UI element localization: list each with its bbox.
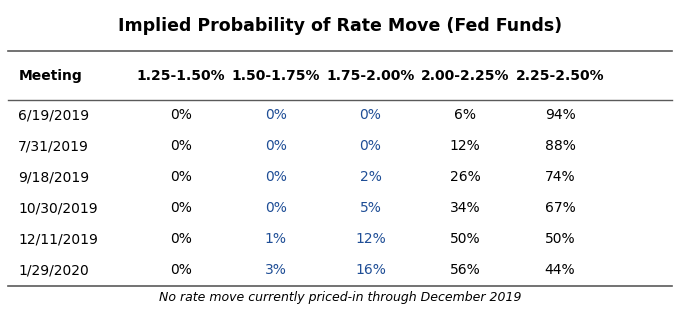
- Text: 50%: 50%: [545, 232, 575, 246]
- Text: 0%: 0%: [170, 263, 192, 277]
- Text: 1.25-1.50%: 1.25-1.50%: [137, 69, 225, 83]
- Text: 0%: 0%: [360, 108, 381, 122]
- Text: 0%: 0%: [265, 139, 286, 153]
- Text: 56%: 56%: [450, 263, 481, 277]
- Text: 12/11/2019: 12/11/2019: [18, 232, 98, 246]
- Text: Meeting: Meeting: [18, 69, 82, 83]
- Text: 50%: 50%: [450, 232, 481, 246]
- Text: 16%: 16%: [355, 263, 386, 277]
- Text: 7/31/2019: 7/31/2019: [18, 139, 89, 153]
- Text: 26%: 26%: [450, 170, 481, 184]
- Text: 34%: 34%: [450, 201, 481, 215]
- Text: 74%: 74%: [545, 170, 575, 184]
- Text: 6/19/2019: 6/19/2019: [18, 108, 90, 122]
- Text: 1%: 1%: [265, 232, 287, 246]
- Text: 1.50-1.75%: 1.50-1.75%: [231, 69, 320, 83]
- Text: 12%: 12%: [450, 139, 481, 153]
- Text: 5%: 5%: [360, 201, 381, 215]
- Text: 44%: 44%: [545, 263, 575, 277]
- Text: 0%: 0%: [170, 170, 192, 184]
- Text: 67%: 67%: [545, 201, 575, 215]
- Text: 1.75-2.00%: 1.75-2.00%: [326, 69, 415, 83]
- Text: No rate move currently priced-in through December 2019: No rate move currently priced-in through…: [158, 291, 522, 304]
- Text: 0%: 0%: [265, 108, 286, 122]
- Text: 0%: 0%: [265, 170, 286, 184]
- Text: 3%: 3%: [265, 263, 286, 277]
- Text: 0%: 0%: [170, 108, 192, 122]
- Text: 1/29/2020: 1/29/2020: [18, 263, 89, 277]
- Text: 0%: 0%: [170, 139, 192, 153]
- Text: 0%: 0%: [265, 201, 286, 215]
- Text: 9/18/2019: 9/18/2019: [18, 170, 90, 184]
- Text: 10/30/2019: 10/30/2019: [18, 201, 98, 215]
- Text: 0%: 0%: [170, 232, 192, 246]
- Text: 12%: 12%: [355, 232, 386, 246]
- Text: 6%: 6%: [454, 108, 476, 122]
- Text: 0%: 0%: [170, 201, 192, 215]
- Text: 0%: 0%: [360, 139, 381, 153]
- Text: 94%: 94%: [545, 108, 575, 122]
- Text: Implied Probability of Rate Move (Fed Funds): Implied Probability of Rate Move (Fed Fu…: [118, 17, 562, 35]
- Text: 2%: 2%: [360, 170, 381, 184]
- Text: 2.00-2.25%: 2.00-2.25%: [421, 69, 509, 83]
- Text: 88%: 88%: [545, 139, 575, 153]
- Text: 2.25-2.50%: 2.25-2.50%: [516, 69, 605, 83]
